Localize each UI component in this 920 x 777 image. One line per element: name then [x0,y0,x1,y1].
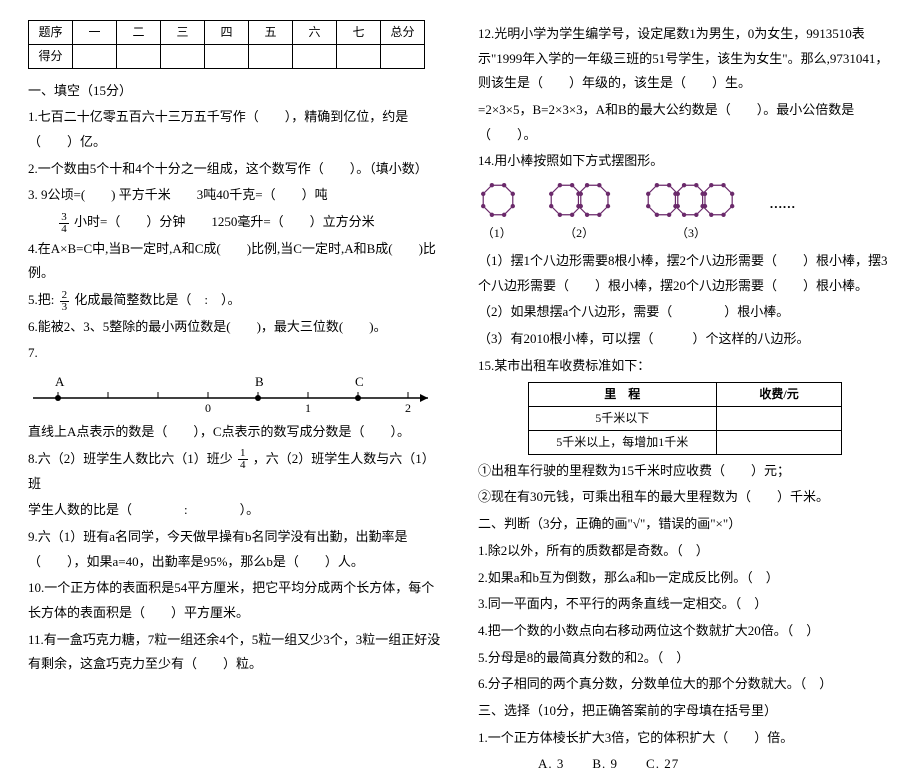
q8c: 学生人数的比是（ : ）。 [28,498,442,523]
score-row2: 得分 [29,44,73,68]
fare-table: 里 程 收费/元 5千米以下 5千米以上，每增加1千米 [528,382,843,454]
score-h: 二 [117,21,161,45]
score-h: 题序 [29,21,73,45]
fraction-2-3: 2 3 [60,290,70,313]
q11: 11.有一盒巧克力糖，7粒一组还余4个，5粒一组又少3个，3粒一组正好没有剩余，… [28,628,442,677]
score-h: 六 [293,21,337,45]
ellipsis: …… [769,192,795,217]
c1-choices: A. 3 B. 9 C. 27 [478,752,892,777]
oct-group-1: （1） [478,180,516,245]
number-line: A B C 0 1 2 [28,370,448,416]
left-column: 题序 一 二 三 四 五 六 七 总分 得分 一、填空（15分） 1.七百二十亿… [18,20,460,638]
j1: 1.除2以外，所有的质数都是奇数。（ ） [478,539,892,564]
fare-h1: 里 程 [528,383,716,407]
q15-1: ①出租车行驶的里程数为15千米时应收费（ ）元； [478,459,892,484]
fare-h2: 收费/元 [716,383,841,407]
svg-text:B: B [255,374,264,389]
j4: 4.把一个数的小数点向右移动两位这个数就扩大20倍。（ ） [478,619,892,644]
q1: 1.七百二十亿零五百六十三万五千写作（ ），精确到亿位，约是（ ）亿。 [28,105,442,154]
q14: 14.用小棒按照如下方式摆图形。 [478,149,892,174]
q4: 4.在A×B=C中,当B一定时,A和C成( )比例,当C一定时,A和B成( )比… [28,237,442,286]
svg-text:C: C [355,374,364,389]
q2: 2.一个数由5个十和4个十分之一组成，这个数写作（ ）。（填小数） [28,157,442,182]
fare-r2: 5千米以上，每增加1千米 [528,430,716,454]
c1: 1.一个正方体棱长扩大3倍，它的体积扩大（ ）倍。 [478,726,892,751]
q3b: 3 4 小时=（ ）分钟 1250毫升=（ ）立方分米 [28,210,442,235]
score-h: 五 [249,21,293,45]
q9: 9.六（1）班有a名同学，今天做早操有b名同学没有出勤，出勤率是（ ），如果a=… [28,525,442,574]
score-h: 一 [73,21,117,45]
score-h: 三 [161,21,205,45]
octagon-figures: （1） （2） （3） …… [478,180,892,245]
score-h: 总分 [381,21,425,45]
svg-text:A: A [55,374,65,389]
q14-2: （2）如果想摆a个八边形，需要（ ）根小棒。 [478,300,892,325]
score-table: 题序 一 二 三 四 五 六 七 总分 得分 [28,20,425,69]
score-h: 四 [205,21,249,45]
section-3-heading: 三、选择（10分，把正确答案前的字母填在括号里） [478,699,892,724]
section-1-heading: 一、填空（15分） [28,79,442,104]
q12: 12.光明小学为学生编学号，设定尾数1为男生，0为女生，9913510表示"19… [478,22,892,96]
q6: 6.能被2、3、5整除的最小两位数是( )，最大三位数( )。 [28,315,442,340]
j3: 3.同一平面内，不平行的两条直线一定相交。（ ） [478,592,892,617]
section-2-heading: 二、判断（3分，正确的画"√"，错误的画"×"） [478,512,892,537]
q3a: 3. 9公顷=( ) 平方千米 3吨40千克=（ ）吨 [28,183,442,208]
j6: 6.分子相同的两个真分数，分数单位大的那个分数就大。（ ） [478,672,892,697]
oct-group-2: （2） [546,180,613,245]
right-column: 12.光明小学为学生编学号，设定尾数1为男生，0为女生，9913510表示"19… [460,20,902,638]
svg-text:1: 1 [305,401,311,415]
score-h: 七 [337,21,381,45]
svg-text:2: 2 [405,401,411,415]
q7-label: 7. [28,345,38,360]
q10: 10.一个正方体的表面积是54平方厘米，把它平均分成两个长方体，每个长方体的表面… [28,576,442,625]
svg-text:0: 0 [205,401,211,415]
q14-3: （3）有2010根小棒，可以摆（ ）个这样的八边形。 [478,327,892,352]
q7-text: 直线上A点表示的数是（ ），C点表示的数写成分数是（ ）。 [28,420,442,445]
q15-2: ②现在有30元钱，可乘出租车的最大里程数为（ ）千米。 [478,485,892,510]
q15: 15.某市出租车收费标准如下： [478,354,892,379]
oct-group-3: （3） [643,180,740,245]
q14-1: （1）摆1个八边形需要8根小棒，摆2个八边形需要（ ）根小棒，摆3个八边形需要（… [478,249,892,298]
q5: 5.把: 2 3 化成最简整数比是（ : ）。 [28,288,442,313]
fraction-3-4: 3 4 [59,212,69,235]
q8: 8.六（2）班学生人数比六（1）班少 1 4 ，六（2）班学生人数与六（1）班 [28,447,442,496]
fraction-1-4: 1 4 [238,448,248,471]
j2: 2.如果a和b互为倒数，那么a和b一定成反比例。（ ） [478,566,892,591]
fare-r1: 5千米以下 [528,407,716,431]
q13: =2×3×5，B=2×3×3，A和B的最大公约数是（ ）。最小公倍数是（ ）。 [478,98,892,147]
